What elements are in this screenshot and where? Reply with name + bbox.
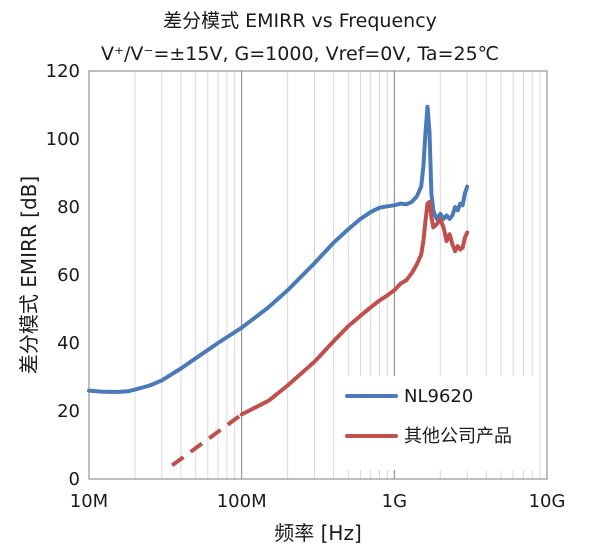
tick-labels: 10M 100M 1G 10G 0 20 40 60 80 100 120 <box>46 61 566 512</box>
y-axis-label: 差分模式 EMIRR [dB] <box>17 176 41 374</box>
legend-label-nl9620: NL9620 <box>404 386 473 407</box>
y-tick-label: 120 <box>46 61 80 82</box>
legend-box <box>336 376 538 470</box>
chart-title: 差分模式 EMIRR vs Frequency <box>163 10 437 32</box>
series-line-1 <box>87 104 470 394</box>
series-line-2 <box>239 199 470 417</box>
y-tick-label: 80 <box>57 197 80 218</box>
x-tick-label: 10G <box>529 491 566 512</box>
chart-subtitle: V⁺/V⁻=±15V, G=1000, Vref=0V, Ta=25℃ <box>101 43 499 65</box>
y-tick-label: 100 <box>46 129 80 150</box>
legend-label-other: 其他公司产品 <box>404 426 512 447</box>
data-series <box>87 104 470 468</box>
x-tick-label: 1G <box>382 491 407 512</box>
legend: NL9620 其他公司产品 <box>336 376 538 470</box>
plot-frame <box>88 70 548 480</box>
x-axis-label: 频率 [Hz] <box>274 521 362 545</box>
x-tick-label: 100M <box>217 491 267 512</box>
y-tick-label: 20 <box>57 401 80 422</box>
y-tick-label: 60 <box>57 265 80 286</box>
x-tick-label: 10M <box>70 491 108 512</box>
y-tick-label: 40 <box>57 333 80 354</box>
series-extrapolation-line <box>170 412 243 468</box>
y-tick-label: 0 <box>69 469 80 490</box>
